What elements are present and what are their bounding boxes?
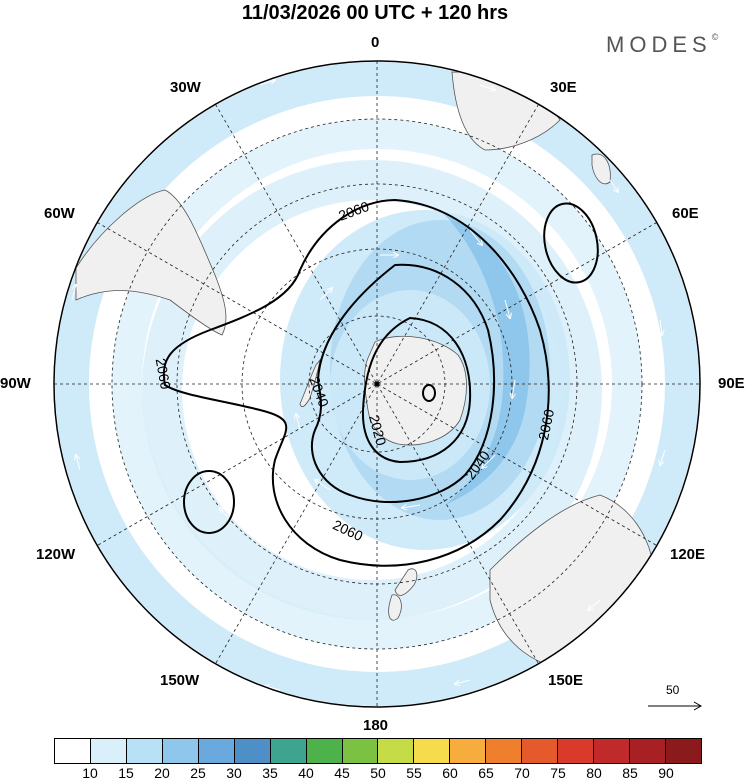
- south-pole-marker: [374, 381, 380, 387]
- colorbar-swatch: [594, 739, 630, 763]
- contour-closed-high-east: [543, 202, 599, 284]
- brand-logo: MODES©: [606, 32, 719, 57]
- colorbar-label: 35: [262, 765, 278, 781]
- colorbar-swatch: [306, 739, 343, 763]
- colorbar-label: 40: [298, 765, 314, 781]
- contour-2040: [310, 263, 496, 504]
- contour-inner-low: [422, 384, 436, 402]
- lon-label-90w: 90W: [0, 375, 31, 392]
- landmass-antarctica: [364, 335, 467, 446]
- colorbar-swatch: [198, 739, 235, 763]
- colorbar-swatch: [234, 739, 271, 763]
- colorbar-swatch: [270, 739, 307, 763]
- colorbar-swatch: [55, 739, 91, 763]
- colorbar-label: 45: [334, 765, 350, 781]
- colorbar-label: 25: [190, 765, 206, 781]
- lon-label-180: 180: [363, 717, 389, 734]
- wind-reference-arrow: [648, 701, 703, 711]
- lon-label-0: 0: [371, 34, 380, 51]
- colorbar-swatch: [558, 739, 595, 763]
- colorbar-label: 20: [154, 765, 170, 781]
- colorbar-swatch: [162, 739, 199, 763]
- lon-label-90e: 90E: [718, 375, 745, 392]
- colorbar-labels: 10 15 20 25 30 35 40 45 50 55 60 65 70 75 80 85 90: [54, 764, 702, 782]
- lon-label-60w: 60W: [44, 205, 75, 222]
- lon-label-120w: 120W: [36, 546, 76, 563]
- colorbar-swatch: [450, 739, 487, 763]
- colorbar-swatch: [630, 739, 666, 763]
- lon-label-120e: 120E: [670, 546, 706, 563]
- colorbar-swatch: [522, 739, 559, 763]
- landmass-new-zealand-north: [388, 594, 402, 621]
- lon-label-150w: 150W: [160, 672, 200, 689]
- contour-2060: [162, 198, 550, 567]
- colorbar-label: 15: [118, 765, 134, 781]
- colorbar-label: 85: [622, 765, 638, 781]
- colorbar-swatch: [665, 739, 701, 763]
- colorbar-label: 80: [586, 765, 602, 781]
- map-boundary: [53, 60, 701, 708]
- lon-label-30w: 30W: [170, 79, 201, 96]
- colorbar-label: 70: [514, 765, 530, 781]
- contour-label: 2060: [535, 407, 557, 441]
- lon-label-60e: 60E: [672, 205, 699, 222]
- colorbar-label: 10: [82, 765, 98, 781]
- lon-label-30e: 30E: [550, 79, 577, 96]
- colorbar-swatch: [342, 739, 379, 763]
- colorbar: [54, 738, 702, 764]
- contour-label: 2060: [153, 357, 174, 391]
- colorbar-label: 50: [370, 765, 386, 781]
- colorbar-label: 75: [550, 765, 566, 781]
- colorbar-label: 60: [442, 765, 458, 781]
- contours: [162, 198, 599, 567]
- colorbar-label: 30: [226, 765, 242, 781]
- contour-label: 2020: [366, 413, 390, 447]
- colorbar-swatch: [90, 739, 127, 763]
- colorbar-swatch: [414, 739, 451, 763]
- wind-reference-label: 50: [666, 683, 680, 697]
- colorbar-swatch: [486, 739, 523, 763]
- colorbar-swatch: [378, 739, 415, 763]
- colorbar-swatch: [126, 739, 163, 763]
- contour-closed-high-west: [183, 470, 235, 534]
- graticule: [54, 61, 700, 707]
- polar-map: 2060 2060 2040 2020 2040 2060 2060: [53, 60, 701, 708]
- landmass-madagascar: [591, 153, 611, 185]
- colorbar-label: 65: [478, 765, 494, 781]
- colorbar-label: 55: [406, 765, 422, 781]
- colorbar-label: 90: [658, 765, 674, 781]
- contour-2020: [361, 316, 472, 464]
- map-title: 11/03/2026 00 UTC + 120 hrs: [241, 2, 509, 24]
- lon-label-150e: 150E: [548, 672, 584, 689]
